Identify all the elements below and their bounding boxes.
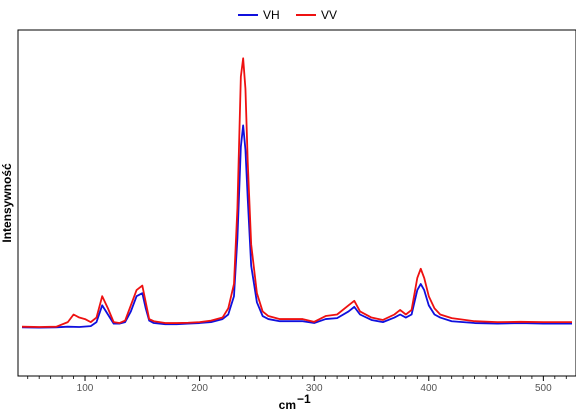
y-axis-title: Intensywność [0, 163, 14, 243]
x-tick-label: 200 [191, 383, 208, 394]
series-line-vh [22, 125, 572, 327]
series-layer [22, 58, 572, 327]
legend: VH VV [238, 8, 337, 22]
x-tick-label: 100 [77, 383, 94, 394]
x-tick-label: 500 [535, 383, 552, 394]
legend-label-vv: VV [321, 8, 337, 22]
x-axis-title-superscript: −1 [297, 392, 311, 406]
legend-label-vh: VH [263, 8, 280, 22]
x-tick-label: 400 [420, 383, 437, 394]
x-axis-title: cm [279, 398, 296, 412]
series-line-vv [22, 58, 572, 327]
